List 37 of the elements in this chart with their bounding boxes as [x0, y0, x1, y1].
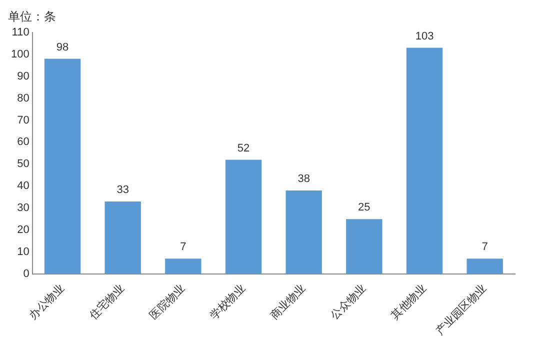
data-label: 7	[180, 241, 186, 254]
y-tick-label: 70	[17, 114, 30, 126]
y-tick-label: 40	[17, 180, 30, 192]
x-tick-label: 学校物业	[207, 282, 248, 322]
y-tick-label: 90	[17, 70, 30, 82]
data-label: 7	[482, 241, 488, 254]
x-tick-label: 住宅物业	[86, 282, 128, 322]
data-label: 52	[237, 142, 250, 154]
x-tick-label: 商业物业	[268, 282, 308, 322]
bar	[466, 258, 503, 274]
x-tick-label: 产业园区物业	[433, 282, 490, 338]
bar	[104, 202, 141, 274]
data-label: 25	[358, 202, 370, 214]
y-tick-label: 50	[17, 158, 30, 170]
y-tick-label: 20	[17, 224, 30, 236]
bar	[165, 258, 202, 274]
y-tick-label: 80	[17, 92, 30, 104]
x-tick-label: 医院物业	[147, 282, 188, 322]
bar	[346, 219, 382, 274]
y-tick-label: 0	[23, 268, 30, 280]
x-tick-label: 其他物业	[388, 282, 429, 322]
data-label: 103	[415, 30, 434, 42]
y-tick-label: 100	[10, 48, 30, 60]
bar	[44, 58, 81, 274]
data-label: 98	[56, 41, 69, 54]
bar	[406, 48, 443, 274]
y-tick-label: 30	[17, 202, 30, 214]
data-label: 33	[116, 184, 129, 196]
x-tick-label: 公众物业	[328, 282, 368, 322]
y-tick-label: 10	[17, 246, 30, 258]
bar	[286, 190, 322, 274]
x-tick-label: 办公物业	[26, 282, 67, 322]
y-tick-label: 110	[12, 26, 30, 38]
y-axis-title: 单位：条	[8, 10, 56, 24]
bar	[225, 160, 262, 274]
y-tick-label: 60	[17, 136, 30, 148]
data-label: 38	[298, 173, 310, 186]
